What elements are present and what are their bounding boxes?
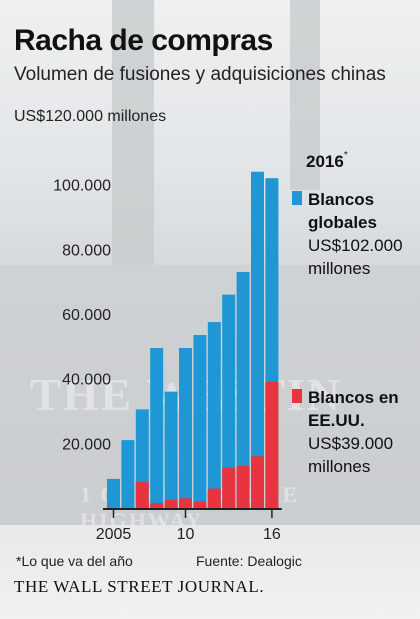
bar-global <box>164 391 178 508</box>
bar-global <box>179 347 192 508</box>
y-axis-top-label: US$120.000 millones <box>14 108 167 125</box>
bar-global <box>222 294 236 508</box>
bars <box>107 171 279 508</box>
legend-name-line: globales <box>308 213 377 232</box>
bar-us <box>236 465 250 508</box>
chart-title: Racha de compras <box>14 24 273 57</box>
bar-us <box>265 381 279 508</box>
legend-swatch-global <box>292 191 302 205</box>
bar-us <box>251 456 264 508</box>
legend-name-line: Blancos <box>308 190 375 209</box>
legend-year-text: 2016 <box>306 152 344 171</box>
y-tick-label: 80.000 <box>62 242 111 259</box>
bar-us <box>150 503 164 508</box>
legend-year-marker: * <box>343 150 348 161</box>
bar-us <box>135 482 149 508</box>
legend-year: 2016* <box>306 150 348 172</box>
x-tick-label: 10 <box>177 526 195 543</box>
bar-global <box>150 347 164 508</box>
bar-global <box>236 271 250 508</box>
bar-us <box>222 467 236 508</box>
bar-global <box>107 478 120 508</box>
publisher-logo: THE WALL STREET JOURNAL. <box>14 577 265 596</box>
legend-amount-line: US$102.000 <box>308 236 403 255</box>
legend-amount-us: US$39.000 millones <box>308 432 418 478</box>
legend-amount-line: millones <box>308 259 371 278</box>
legend-name-us: Blancos en EE.UU. <box>308 386 418 432</box>
source-credit: Fuente: Dealogic <box>196 553 302 569</box>
chart-subtitle: Volumen de fusiones y adquisiciones chin… <box>14 64 386 85</box>
legend-amount-line: US$39.000 <box>308 434 394 453</box>
bar-us <box>207 488 221 508</box>
background-sky <box>0 0 420 270</box>
bar-us <box>179 498 192 508</box>
footnote: *Lo que va del año <box>16 553 133 569</box>
bar-global <box>251 171 264 508</box>
background-ground <box>0 525 420 619</box>
legend-name-line: Blancos en <box>308 388 399 407</box>
legend-name-global: Blancos globales <box>308 188 418 234</box>
legend-name-line: EE.UU. <box>308 411 365 430</box>
y-tick-label: 60.000 <box>62 307 111 324</box>
bar-us <box>193 501 207 508</box>
y-tick-label: 40.000 <box>62 372 111 389</box>
bar-global <box>207 322 221 508</box>
y-tick-label: 20.000 <box>62 436 111 453</box>
bar-global <box>121 440 135 508</box>
x-tick-label: 2005 <box>96 526 132 543</box>
y-axis-ticks: 20.000 40.000 60.000 80.000 100.000 <box>53 178 111 454</box>
background-palm-trunk <box>112 0 154 300</box>
legend-amount-line: millones <box>308 457 371 476</box>
x-tick-label: 16 <box>263 526 281 543</box>
background-palm-trunk <box>290 0 320 190</box>
y-tick-label: 100.000 <box>53 178 111 195</box>
bar-us <box>164 499 178 508</box>
bar-global <box>193 335 207 508</box>
legend-amount-global: US$102.000 millones <box>308 234 418 280</box>
x-axis-ticks: 2005 10 16 <box>96 510 281 543</box>
legend-swatch-us <box>292 389 302 403</box>
